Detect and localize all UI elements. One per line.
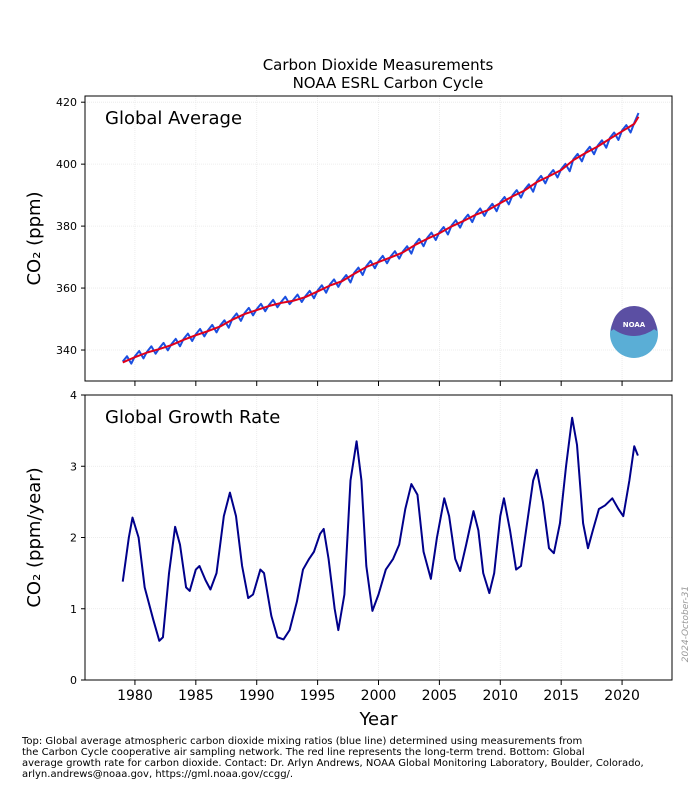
x-tick-label: 1990 [239, 688, 275, 704]
y-tick-label: 360 [56, 282, 77, 295]
caption-line: average growth rate for carbon dioxide. … [22, 758, 644, 769]
y-axis-label: CO₂ (ppm/year) [24, 467, 45, 607]
y-tick-label: 3 [70, 460, 77, 473]
caption: Top: Global average atmospheric carbon d… [21, 736, 644, 780]
y-tick-label: 4 [70, 389, 77, 402]
y-tick-label: 380 [56, 220, 77, 233]
y-tick-label: 340 [56, 344, 77, 357]
data-line [121, 416, 639, 642]
x-tick-label: 2005 [422, 688, 458, 704]
x-tick-label: 2015 [543, 688, 579, 704]
date-stamp: 2024-October-31 [681, 586, 691, 662]
x-tick-label: 1995 [300, 688, 336, 704]
logo-text: NOAA [623, 321, 646, 329]
chart-subtitle: NOAA ESRL Carbon Cycle [293, 74, 484, 92]
logo-band [612, 306, 656, 336]
caption-line: the Carbon Cycle cooperative air samplin… [22, 747, 585, 758]
y-tick-label: 420 [56, 96, 77, 109]
y-axis-label: CO₂ (ppm) [24, 191, 45, 285]
y-tick-label: 0 [70, 674, 77, 687]
data-line [122, 116, 640, 364]
x-tick-label: 2010 [482, 688, 518, 704]
y-tick-label: 400 [56, 158, 77, 171]
plot-frame [84, 394, 673, 681]
caption-line: arlyn.andrews@noaa.gov, https://gml.noaa… [22, 769, 293, 780]
x-axis-label: Year [358, 709, 398, 730]
x-tick-label: 2000 [361, 688, 397, 704]
noaa-logo: NOAA [610, 306, 658, 358]
x-tick-label: 1985 [178, 688, 214, 704]
caption-line: Top: Global average atmospheric carbon d… [21, 736, 582, 747]
data-line [121, 112, 640, 365]
y-tick-label: 1 [70, 603, 77, 616]
chart-title: Carbon Dioxide Measurements [263, 56, 494, 74]
x-tick-label: 2020 [604, 688, 640, 704]
x-tick-label: 1980 [117, 688, 153, 704]
panel-label: Global Average [105, 108, 242, 129]
plot-frame [84, 95, 673, 382]
panel-label: Global Growth Rate [105, 407, 280, 428]
y-tick-label: 2 [70, 532, 77, 545]
